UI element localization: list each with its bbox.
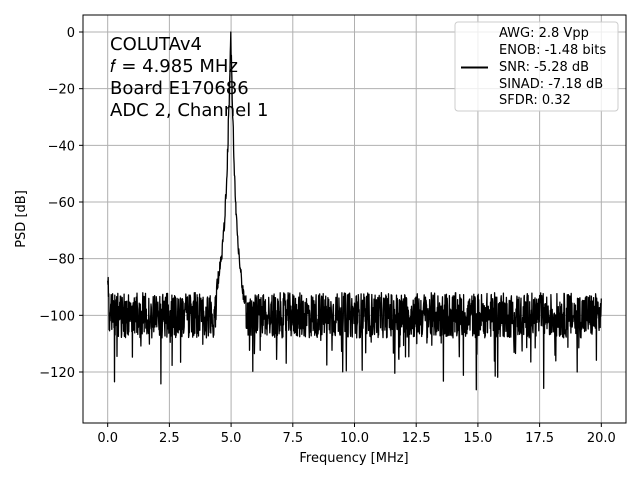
legend-line-2: ENOB: -1.48 bits <box>499 43 606 58</box>
x-tick-label: 5.0 <box>221 431 242 446</box>
y-tick-label: −120 <box>39 366 75 381</box>
legend-line-3: SNR: -5.28 dB <box>499 60 589 75</box>
x-tick-label: 12.5 <box>402 431 431 446</box>
y-axis-ticks: 0 −20 −40 −60 −80 −100 −120 <box>39 26 83 381</box>
x-axis-ticks: 0.0 2.5 5.0 7.5 10.0 12.5 15.0 17.5 20.0 <box>97 423 616 446</box>
legend-box <box>454 21 619 112</box>
x-tick-label: 17.5 <box>525 431 554 446</box>
x-tick-label: 7.5 <box>282 431 303 446</box>
annotation-line-4: ADC 2, Channel 1 <box>110 100 268 121</box>
x-tick-label: 10.0 <box>340 431 369 446</box>
x-tick-label: 2.5 <box>159 431 180 446</box>
legend: AWG: 2.8 Vpp ENOB: -1.48 bits SNR: -5.28… <box>454 21 619 112</box>
legend-line-1: AWG: 2.8 Vpp <box>499 26 589 41</box>
y-tick-label: −60 <box>48 196 75 211</box>
y-tick-label: −100 <box>39 309 75 324</box>
annotation-line-3: Board E170686 <box>110 78 249 99</box>
psd-line <box>107 31 602 391</box>
x-tick-label: 15.0 <box>463 431 492 446</box>
x-axis-label: Frequency [MHz] <box>299 451 408 466</box>
y-tick-label: −20 <box>48 83 75 98</box>
annotation-line-1: COLUTAv4 <box>110 34 202 55</box>
y-tick-label: −40 <box>48 139 75 154</box>
annotation-line-2: 𝑓 = 4.985 MHz <box>110 56 238 77</box>
x-tick-label: 20.0 <box>587 431 616 446</box>
y-tick-label: −80 <box>48 253 75 268</box>
y-tick-label: 0 <box>67 26 75 41</box>
grid-lines <box>83 15 626 423</box>
x-tick-label: 0.0 <box>97 431 118 446</box>
psd-series <box>107 31 602 391</box>
y-axis-label: PSD [dB] <box>14 190 29 248</box>
annotation-block: COLUTAv4 𝑓 = 4.985 MHz Board E170686 ADC… <box>110 34 268 121</box>
legend-line-5: SFDR: 0.32 <box>499 93 571 108</box>
legend-line-4: SINAD: -7.18 dB <box>499 77 603 92</box>
